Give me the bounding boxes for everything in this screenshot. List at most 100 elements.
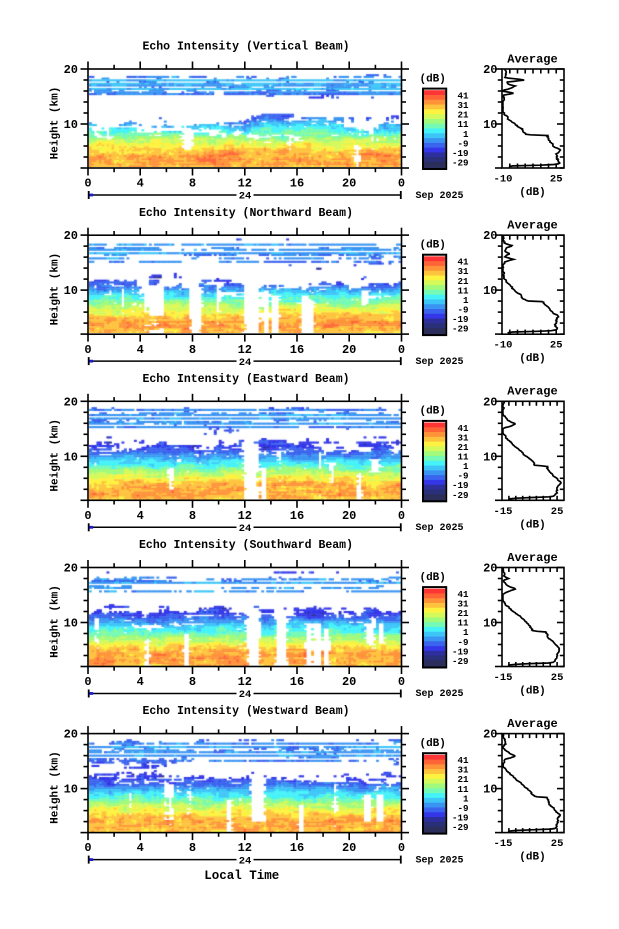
svg-text:Sep 2025: Sep 2025: [416, 689, 464, 700]
svg-text:Sep 2025: Sep 2025: [416, 357, 464, 368]
svg-text:Height (km): Height (km): [50, 419, 62, 492]
svg-text:Height (km): Height (km): [50, 585, 62, 658]
svg-text:10: 10: [483, 783, 497, 797]
svg-text:4: 4: [137, 343, 144, 357]
svg-text:-19: -19: [452, 148, 469, 159]
svg-text:Sep 2025: Sep 2025: [416, 191, 464, 202]
svg-text:0: 0: [398, 343, 405, 357]
svg-text:21: 21: [457, 110, 469, 121]
svg-text:0: 0: [84, 177, 91, 191]
svg-text:Height (km): Height (km): [50, 253, 62, 326]
svg-text:41: 41: [457, 91, 469, 102]
svg-text:16: 16: [290, 509, 304, 523]
svg-text:(dB): (dB): [419, 738, 445, 750]
svg-text:20: 20: [342, 177, 356, 191]
svg-text:16: 16: [290, 343, 304, 357]
svg-text:10: 10: [64, 783, 78, 797]
svg-text:20: 20: [483, 229, 497, 243]
svg-text:0: 0: [398, 509, 405, 523]
svg-text:-15: -15: [494, 838, 513, 850]
svg-text:-19: -19: [452, 480, 469, 491]
svg-text:8: 8: [189, 841, 196, 855]
svg-text:-29: -29: [452, 324, 469, 335]
svg-text:(dB): (dB): [419, 406, 445, 418]
svg-text:-9: -9: [457, 637, 468, 648]
svg-text:Echo Intensity (Vertical Beam): Echo Intensity (Vertical Beam): [142, 41, 349, 54]
svg-text:20: 20: [342, 675, 356, 689]
svg-text:24: 24: [239, 855, 252, 867]
svg-text:Echo Intensity (Southward Beam: Echo Intensity (Southward Beam): [139, 539, 353, 552]
svg-text:12: 12: [238, 675, 252, 689]
svg-text:20: 20: [64, 63, 78, 77]
svg-text:4: 4: [137, 841, 144, 855]
svg-text:Height (km): Height (km): [50, 87, 62, 160]
svg-text:0: 0: [84, 343, 91, 357]
svg-text:20: 20: [64, 395, 78, 409]
svg-text:41: 41: [457, 755, 469, 766]
svg-text:41: 41: [457, 423, 469, 434]
svg-text:20: 20: [483, 562, 497, 576]
svg-text:8: 8: [189, 343, 196, 357]
svg-text:11: 11: [457, 452, 469, 463]
svg-text:31: 31: [457, 765, 469, 776]
svg-text:Local Time: Local Time: [204, 869, 279, 883]
svg-text:-9: -9: [457, 305, 468, 316]
svg-text:0: 0: [398, 841, 405, 855]
svg-text:(dB): (dB): [519, 519, 545, 531]
svg-text:0: 0: [84, 675, 91, 689]
svg-text:12: 12: [238, 841, 252, 855]
svg-text:-10: -10: [494, 174, 513, 186]
svg-text:21: 21: [457, 442, 469, 453]
svg-text:Average: Average: [507, 551, 557, 565]
svg-text:21: 21: [457, 608, 469, 619]
svg-text:(dB): (dB): [519, 353, 545, 365]
svg-text:-10: -10: [494, 340, 513, 352]
svg-text:25: 25: [551, 838, 564, 850]
svg-text:20: 20: [64, 562, 78, 576]
svg-text:0: 0: [398, 177, 405, 191]
svg-text:0: 0: [84, 841, 91, 855]
svg-text:20: 20: [342, 343, 356, 357]
svg-text:11: 11: [457, 784, 469, 795]
svg-text:-9: -9: [457, 803, 468, 814]
svg-text:-19: -19: [452, 813, 469, 824]
svg-text:4: 4: [137, 177, 144, 191]
svg-text:25: 25: [550, 340, 563, 352]
svg-text:24: 24: [239, 523, 252, 535]
svg-text:1: 1: [463, 295, 469, 306]
svg-text:-9: -9: [457, 471, 468, 482]
svg-text:0: 0: [84, 509, 91, 523]
svg-text:-29: -29: [452, 656, 469, 667]
svg-text:16: 16: [290, 675, 304, 689]
svg-text:24: 24: [239, 689, 252, 701]
svg-text:1: 1: [463, 461, 469, 472]
svg-text:16: 16: [290, 841, 304, 855]
svg-text:1: 1: [463, 627, 469, 638]
svg-text:1: 1: [463, 129, 469, 140]
svg-text:(dB): (dB): [519, 187, 545, 199]
svg-text:-9: -9: [457, 138, 468, 149]
svg-text:25: 25: [550, 174, 563, 186]
svg-text:12: 12: [238, 509, 252, 523]
svg-text:Average: Average: [507, 385, 557, 399]
svg-text:-15: -15: [494, 672, 513, 684]
svg-text:8: 8: [189, 675, 196, 689]
svg-text:31: 31: [457, 266, 469, 277]
svg-text:Echo Intensity (Eastward Beam): Echo Intensity (Eastward Beam): [142, 373, 349, 386]
svg-text:8: 8: [189, 509, 196, 523]
svg-text:10: 10: [64, 118, 78, 132]
svg-text:10: 10: [64, 450, 78, 464]
svg-text:21: 21: [457, 774, 469, 785]
svg-text:Echo Intensity (Westward Beam): Echo Intensity (Westward Beam): [142, 705, 349, 718]
svg-text:10: 10: [483, 617, 497, 631]
svg-text:-15: -15: [494, 506, 513, 518]
svg-text:20: 20: [342, 841, 356, 855]
svg-text:Height (km): Height (km): [50, 751, 62, 824]
svg-text:41: 41: [457, 257, 469, 268]
svg-text:-29: -29: [452, 822, 469, 833]
svg-text:21: 21: [457, 276, 469, 287]
svg-text:(dB): (dB): [519, 852, 545, 864]
svg-text:20: 20: [64, 728, 78, 742]
svg-text:11: 11: [457, 119, 469, 130]
svg-text:10: 10: [483, 450, 497, 464]
